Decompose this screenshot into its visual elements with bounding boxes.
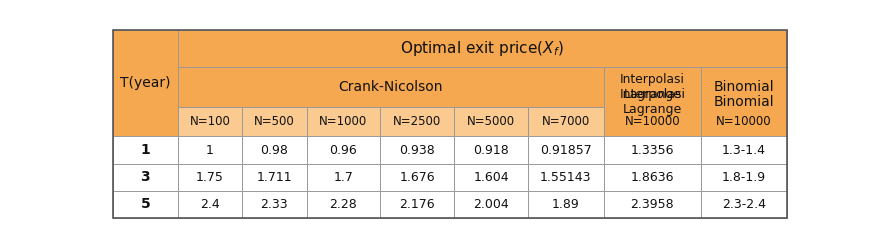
- Bar: [306, 107, 380, 137]
- Text: T(year): T(year): [120, 77, 170, 91]
- Text: 1.55143: 1.55143: [539, 171, 591, 184]
- Text: N=500: N=500: [253, 115, 295, 128]
- Bar: [380, 191, 453, 218]
- Text: 1.75: 1.75: [196, 171, 224, 184]
- Bar: [603, 67, 701, 137]
- Bar: [177, 67, 603, 107]
- Text: 1: 1: [206, 143, 213, 156]
- Text: N=5000: N=5000: [467, 115, 515, 128]
- Text: 0.98: 0.98: [260, 143, 288, 156]
- Bar: [177, 137, 242, 164]
- Bar: [380, 164, 453, 191]
- Bar: [113, 31, 177, 137]
- Bar: [603, 137, 701, 164]
- Bar: [453, 107, 528, 137]
- Text: Optimal exit price$(X_f)$: Optimal exit price$(X_f)$: [400, 39, 563, 58]
- Text: N=10000: N=10000: [624, 115, 680, 128]
- Bar: [528, 137, 603, 164]
- Text: Binomial: Binomial: [713, 95, 774, 109]
- Text: N=2500: N=2500: [393, 115, 441, 128]
- Bar: [701, 137, 786, 164]
- Text: N=10000: N=10000: [716, 115, 771, 128]
- Bar: [701, 164, 786, 191]
- Text: 3: 3: [140, 170, 150, 184]
- Bar: [113, 164, 177, 191]
- Text: 0.918: 0.918: [473, 143, 509, 156]
- Bar: [242, 191, 306, 218]
- Text: Binomial: Binomial: [713, 80, 774, 94]
- Text: N=100: N=100: [189, 115, 230, 128]
- Bar: [453, 164, 528, 191]
- Text: 0.96: 0.96: [329, 143, 357, 156]
- Text: N=7000: N=7000: [541, 115, 589, 128]
- Bar: [306, 164, 380, 191]
- Text: 1.676: 1.676: [399, 171, 435, 184]
- Text: 5: 5: [140, 197, 150, 211]
- Text: 2.176: 2.176: [399, 198, 435, 211]
- Text: 1.3-1.4: 1.3-1.4: [721, 143, 765, 156]
- Bar: [113, 137, 177, 164]
- Text: 1: 1: [140, 143, 150, 157]
- Bar: [528, 191, 603, 218]
- Bar: [603, 191, 701, 218]
- Bar: [528, 107, 603, 137]
- Text: 2.004: 2.004: [473, 198, 509, 211]
- Text: 1.711: 1.711: [256, 171, 292, 184]
- Text: 1.8636: 1.8636: [630, 171, 674, 184]
- Bar: [242, 107, 306, 137]
- Text: 0.938: 0.938: [399, 143, 435, 156]
- Bar: [177, 31, 786, 67]
- Bar: [380, 137, 453, 164]
- Bar: [528, 164, 603, 191]
- Bar: [177, 164, 242, 191]
- Bar: [453, 191, 528, 218]
- Text: 2.4: 2.4: [200, 198, 219, 211]
- Text: Interpolasi
Lagrange: Interpolasi Lagrange: [618, 88, 685, 116]
- Bar: [242, 164, 306, 191]
- Text: 2.28: 2.28: [329, 198, 357, 211]
- Text: 1.3356: 1.3356: [630, 143, 674, 156]
- Bar: [113, 191, 177, 218]
- Text: 1.7: 1.7: [333, 171, 353, 184]
- Text: 1.89: 1.89: [552, 198, 579, 211]
- Text: 2.33: 2.33: [260, 198, 288, 211]
- Bar: [603, 164, 701, 191]
- Bar: [242, 137, 306, 164]
- Bar: [177, 191, 242, 218]
- Text: Crank-Nicolson: Crank-Nicolson: [338, 80, 442, 94]
- Text: 1.604: 1.604: [473, 171, 509, 184]
- Bar: [701, 191, 786, 218]
- Bar: [306, 137, 380, 164]
- Text: N=1000: N=1000: [319, 115, 367, 128]
- Bar: [380, 107, 453, 137]
- Bar: [701, 67, 786, 137]
- Bar: [177, 107, 242, 137]
- Text: 0.91857: 0.91857: [539, 143, 591, 156]
- Text: 2.3958: 2.3958: [630, 198, 674, 211]
- Text: Interpolasi
Lagrange: Interpolasi Lagrange: [619, 73, 684, 101]
- Text: 1.8-1.9: 1.8-1.9: [721, 171, 765, 184]
- Bar: [453, 137, 528, 164]
- Text: 2.3-2.4: 2.3-2.4: [721, 198, 765, 211]
- Bar: [306, 191, 380, 218]
